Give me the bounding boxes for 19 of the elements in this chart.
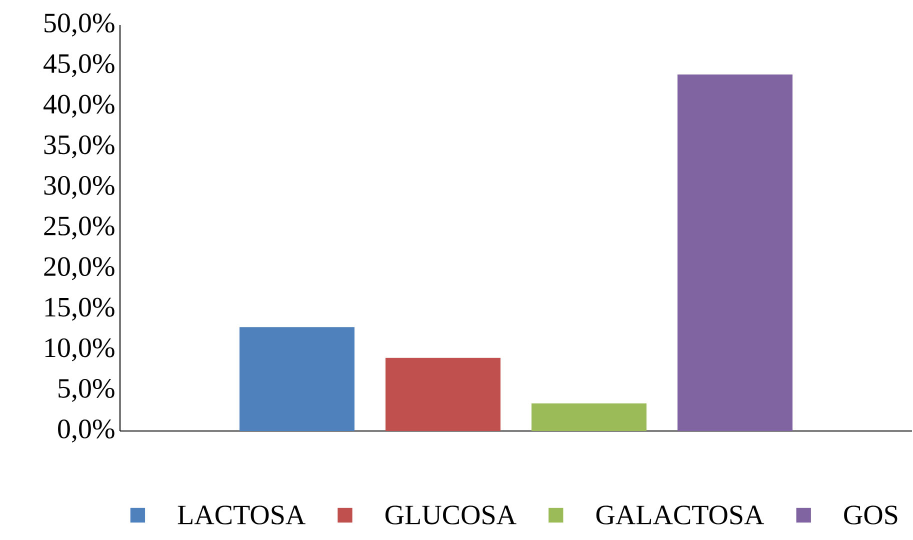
bar — [678, 74, 793, 432]
y-tick-label: 5,0% — [58, 378, 114, 402]
y-tick-label: 50,0% — [44, 14, 114, 36]
y-tick-label: 20,0% — [44, 257, 114, 280]
bar — [386, 358, 500, 432]
y-tick-label: 15,0% — [45, 298, 114, 321]
y-tick-label: 35,0% — [44, 135, 114, 158]
y-tick-label: 25,0% — [44, 216, 114, 240]
legend-label: GOS — [844, 506, 898, 524]
y-tick-label: 10,0% — [45, 338, 114, 362]
y-tick-label: 30,0% — [44, 176, 114, 199]
legend-label: GLUCOSA — [385, 506, 516, 524]
y-tick-label: 0,0% — [58, 420, 114, 442]
legend-label: GALACTOSA — [596, 506, 764, 524]
bar — [240, 327, 355, 432]
bar — [532, 403, 647, 432]
y-tick-label: 45,0% — [44, 54, 114, 78]
legend-label: LACTOSA — [178, 506, 306, 524]
y-tick-label: 40,0% — [44, 94, 114, 118]
